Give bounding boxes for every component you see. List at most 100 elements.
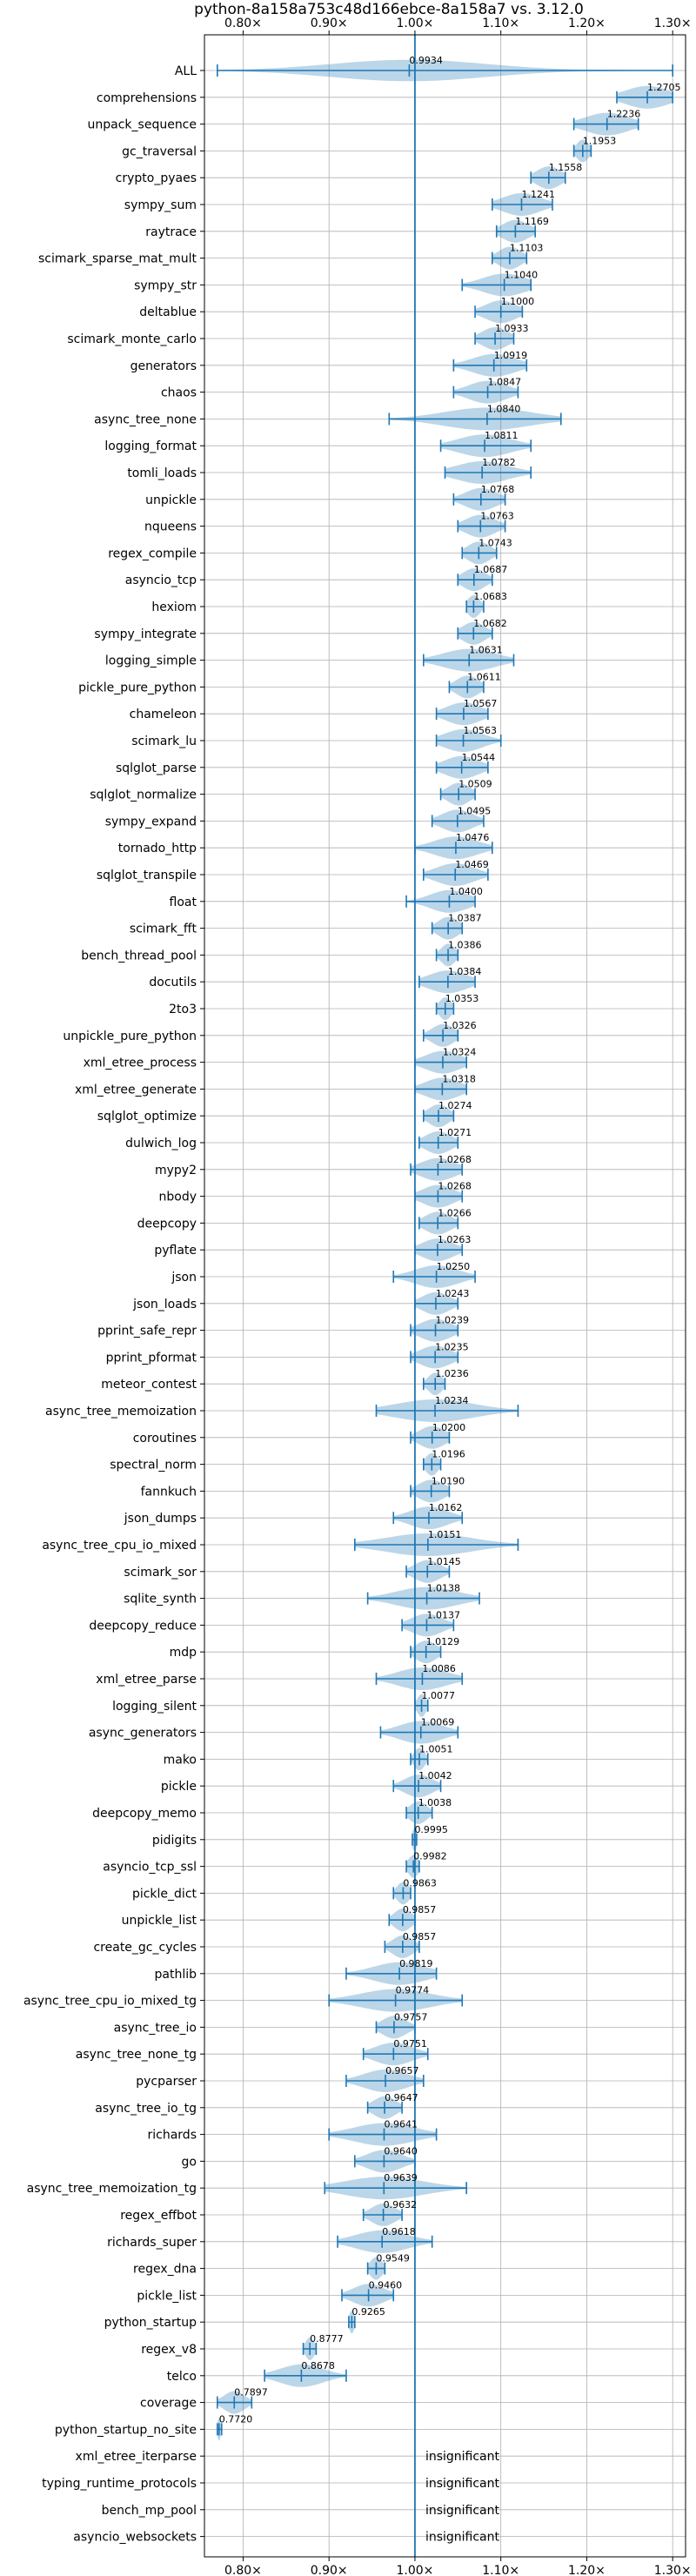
insignificant-label: insignificant [425, 2450, 500, 2464]
value-label: 0.9618 [382, 2226, 416, 2237]
value-label: 1.0129 [426, 1636, 460, 1647]
y-tick-label: regex_v8 [141, 2343, 197, 2357]
y-tick-label: nqueens [144, 520, 197, 534]
value-label: 1.2236 [607, 109, 641, 120]
value-label: 1.1103 [510, 243, 544, 254]
y-tick-label: tomli_loads [127, 466, 197, 480]
y-tick-label: unpack_sequence [88, 118, 197, 132]
y-tick-label: logging_silent [112, 1700, 197, 1714]
value-label: 1.0271 [438, 1127, 472, 1138]
y-tick-label: pickle_dict [132, 1887, 197, 1901]
y-tick-label: regex_dna [133, 2263, 197, 2277]
y-tick-label: gc_traversal [122, 144, 197, 158]
x-tick-label-top: 0.90× [311, 17, 348, 30]
value-label: 1.0318 [442, 1073, 475, 1084]
y-tick-label: coroutines [133, 1432, 197, 1446]
value-label: 1.0239 [436, 1315, 470, 1326]
value-label: 1.0840 [487, 403, 521, 414]
y-tick-label: python_startup_no_site [55, 2423, 197, 2437]
value-label: 1.0933 [495, 323, 529, 334]
value-label: 0.9857 [403, 1931, 437, 1942]
axes-frame [204, 34, 686, 2558]
y-tick-label: logging_format [104, 439, 197, 453]
y-tick-label: regex_compile [108, 547, 197, 560]
y-tick-label: 2to3 [169, 1003, 197, 1016]
value-label: 1.0077 [422, 1690, 456, 1701]
value-label: 0.9757 [394, 2011, 428, 2023]
x-tick-label-top: 1.10× [482, 17, 519, 30]
value-label: 1.0236 [435, 1368, 469, 1379]
y-tick-label: asyncio_tcp_ssl [103, 1861, 197, 1875]
y-tick-label: sqlite_synth [124, 1593, 197, 1607]
y-tick-label: pickle [161, 1780, 197, 1794]
value-label: 0.9857 [403, 1904, 437, 1915]
y-tick-label: asyncio_websockets [73, 2531, 197, 2545]
x-tick-label-bottom: 1.30× [654, 2564, 692, 2576]
y-tick-label: pidigits [152, 1834, 197, 1848]
value-label: 1.0263 [438, 1234, 472, 1245]
value-label: 1.1000 [501, 296, 535, 307]
y-tick-label: deltablue [139, 305, 197, 319]
value-label: 0.9751 [393, 2038, 427, 2049]
x-axis-bottom-ticks: 0.80× 0.90× 1.00× 1.10× 1.20× 1.30× [224, 2557, 692, 2576]
y-tick-label: async_tree_cpu_io_mixed [42, 1539, 197, 1553]
y-tick-label: deepcopy_memo [92, 1807, 197, 1821]
y-tick-label: json_dumps [124, 1512, 197, 1526]
insignificant-label: insignificant [425, 2531, 500, 2545]
value-label: 0.9657 [385, 2065, 419, 2076]
y-tick-label: scimark_sor [124, 1566, 197, 1580]
value-label: 0.9640 [384, 2145, 418, 2157]
y-tick-label: pickle_pure_python [78, 681, 197, 694]
value-label: 0.7720 [219, 2413, 253, 2425]
y-tick-label: go [182, 2155, 197, 2169]
y-tick-label: sympy_str [134, 278, 197, 292]
value-label: 1.1241 [521, 189, 555, 200]
value-label: 1.0476 [456, 832, 490, 843]
y-tick-label: xml_etree_generate [75, 1083, 197, 1097]
value-label: 1.0162 [429, 1502, 463, 1513]
y-tick-label: deepcopy_reduce [89, 1619, 197, 1633]
value-label: 1.0631 [469, 645, 503, 656]
y-tick-label: async_tree_io_tg [95, 2102, 197, 2116]
value-label: 1.0847 [488, 377, 522, 388]
value-label: 1.0682 [473, 618, 507, 629]
value-label: 0.9819 [399, 1958, 433, 1969]
y-tick-label: json [171, 1271, 197, 1285]
y-tick-label: raytrace [145, 225, 197, 239]
y-tick-label: docutils [149, 976, 197, 989]
y-tick-label: pyflate [154, 1244, 197, 1258]
value-label: 1.0266 [438, 1207, 471, 1218]
value-label: 1.0567 [464, 698, 498, 709]
x-tick-label-top: 0.80× [224, 17, 262, 30]
y-tick-label: fannkuch [141, 1485, 197, 1499]
y-tick-label: generators [130, 359, 197, 373]
y-tick-label: comprehensions [97, 91, 197, 105]
y-tick-label: async_tree_memoization_tg [27, 2182, 197, 2196]
value-label: 1.0782 [482, 457, 516, 468]
y-tick-label: tornado_http [118, 842, 197, 855]
y-tick-label: deepcopy [137, 1217, 197, 1231]
value-label: 1.1040 [505, 269, 539, 280]
value-label: 0.9863 [403, 1877, 437, 1888]
y-tick-label: json_loads [132, 1298, 197, 1311]
value-label: 1.0387 [448, 913, 482, 924]
value-label: 1.0051 [419, 1743, 453, 1754]
value-label: 1.1953 [583, 135, 617, 146]
value-label: 1.1169 [515, 216, 549, 227]
value-label: 1.0683 [473, 591, 507, 602]
y-tick-label: scimark_fft [130, 922, 197, 936]
y-tick-label: pprint_safe_repr [97, 1325, 197, 1338]
value-label: 1.0234 [435, 1395, 469, 1406]
y-tick-label: unpickle_pure_python [63, 1030, 197, 1043]
value-label: 0.9265 [351, 2306, 385, 2318]
y-tick-label: pathlib [155, 1968, 197, 1982]
value-label: 1.0743 [478, 537, 512, 548]
y-tick-label: async_tree_io [114, 2021, 197, 2035]
y-tick-label: scimark_lu [131, 735, 197, 748]
value-label: 0.8678 [301, 2360, 335, 2371]
y-tick-label: async_tree_memoization [45, 1405, 197, 1419]
value-label: 1.2705 [647, 82, 681, 93]
y-tick-label: scimark_monte_carlo [67, 332, 197, 346]
x-tick-label-top: 1.30× [654, 17, 692, 30]
value-label: 1.0274 [438, 1100, 472, 1111]
